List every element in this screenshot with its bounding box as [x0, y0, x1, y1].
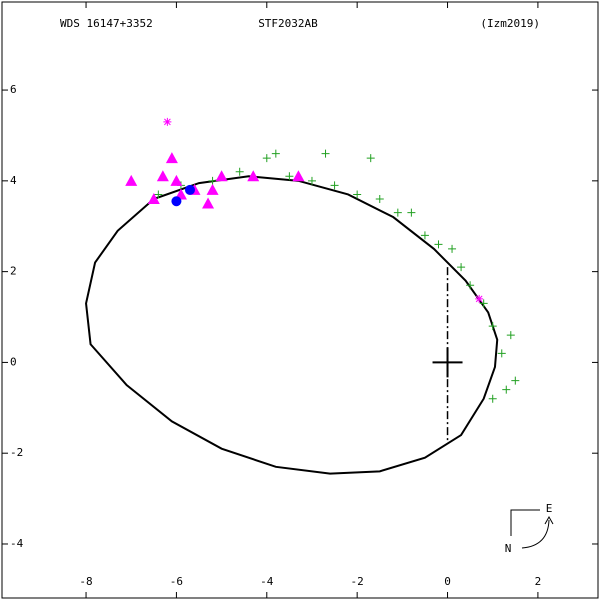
y-tick-label: 2 — [10, 265, 17, 278]
observation — [488, 322, 497, 331]
observation — [170, 174, 183, 186]
observation — [171, 196, 182, 207]
observation — [206, 183, 219, 195]
observation — [353, 190, 362, 199]
observation — [330, 181, 339, 190]
y-tick-label: 4 — [10, 174, 17, 187]
observation — [497, 349, 506, 358]
observation — [488, 394, 497, 403]
chart-title: WDS 16147+3352 — [60, 17, 153, 30]
observation — [156, 170, 169, 182]
compass-east: E — [546, 502, 553, 515]
x-tick-label: 0 — [444, 575, 451, 588]
observation — [479, 299, 488, 308]
compass-north: N — [505, 542, 512, 555]
y-tick-label: 0 — [10, 355, 17, 368]
observation — [366, 154, 375, 163]
observation — [235, 167, 244, 176]
observation — [457, 263, 466, 272]
x-tick-label: -6 — [170, 575, 183, 588]
observation — [262, 154, 271, 163]
y-tick-label: 6 — [10, 83, 17, 96]
x-tick-label: -8 — [79, 575, 92, 588]
observation — [285, 172, 294, 181]
x-tick-label: 2 — [535, 575, 542, 588]
observation — [420, 231, 429, 240]
x-tick-label: -2 — [351, 575, 364, 588]
observation — [511, 376, 520, 385]
observation — [393, 208, 402, 217]
observation — [307, 176, 316, 185]
observation — [407, 208, 416, 217]
observation — [502, 385, 511, 394]
observation — [321, 149, 330, 158]
observation — [247, 170, 260, 182]
observation — [466, 281, 475, 290]
observation — [271, 149, 280, 158]
y-tick-label: -4 — [10, 537, 24, 550]
observation — [506, 331, 515, 340]
observation — [475, 294, 484, 303]
observation — [292, 170, 305, 182]
observation — [147, 193, 160, 205]
orbit — [85, 175, 499, 475]
observation — [375, 195, 384, 204]
observation — [202, 197, 215, 209]
observation — [448, 244, 457, 253]
observation — [125, 174, 138, 186]
source: (Izm2019) — [480, 17, 540, 30]
observation — [184, 184, 195, 195]
observation — [154, 190, 163, 199]
compass: E N — [505, 502, 554, 555]
observation — [163, 117, 172, 126]
chart-subtitle: STF2032AB — [258, 17, 318, 30]
observation — [165, 152, 178, 164]
x-tick-label: -4 — [260, 575, 274, 588]
observation — [208, 176, 217, 185]
y-tick-label: -2 — [10, 446, 23, 459]
observation — [215, 170, 228, 182]
observation — [434, 240, 443, 249]
